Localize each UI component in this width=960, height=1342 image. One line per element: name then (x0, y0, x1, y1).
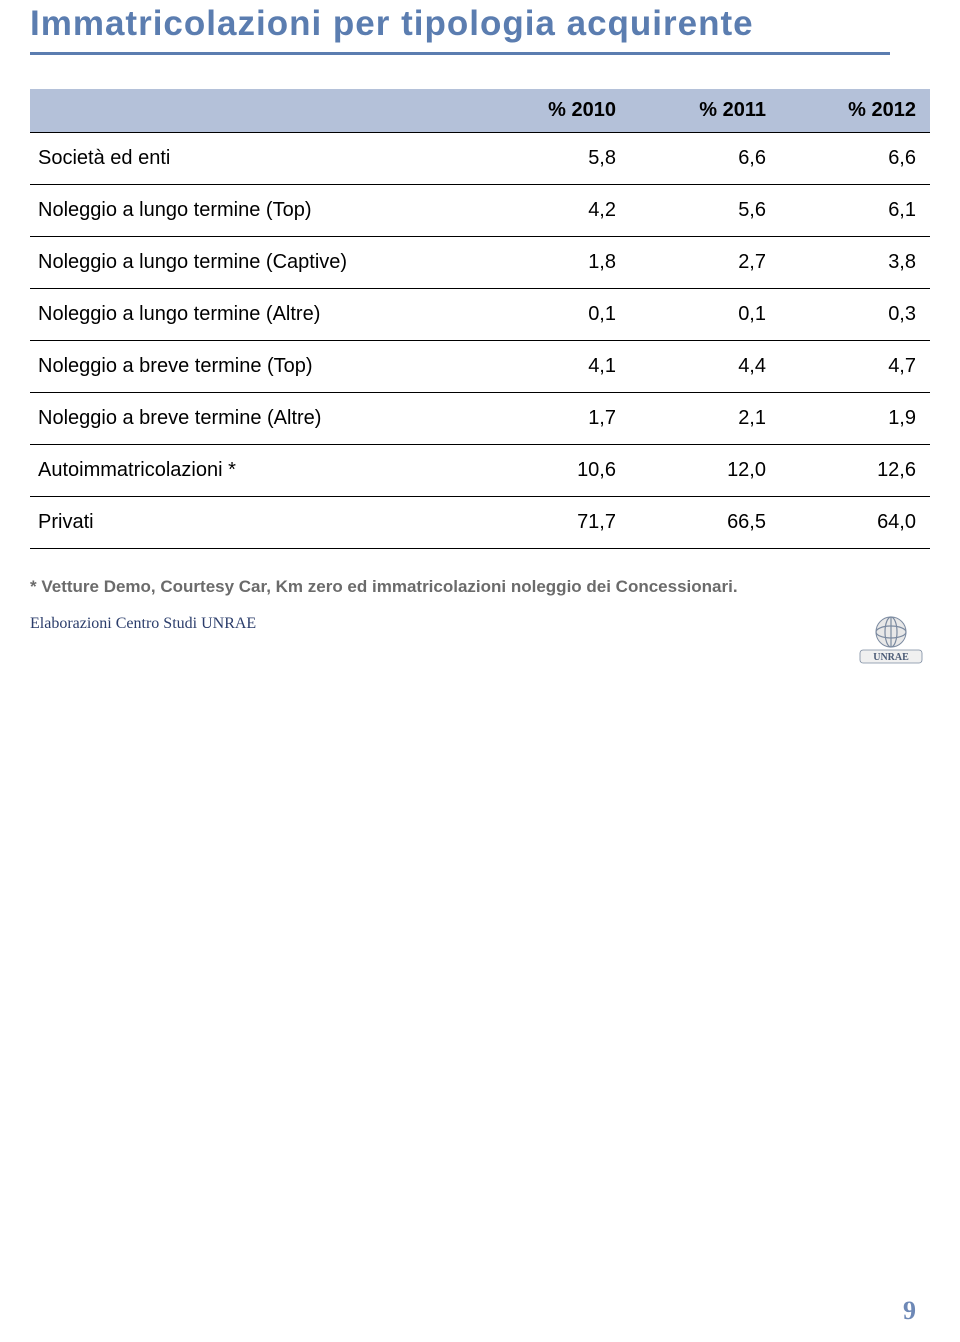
page-title: Immatricolazioni per tipologia acquirent… (30, 0, 930, 44)
cell: 0,1 (480, 289, 630, 341)
row-label: Autoimmatricolazioni * (30, 445, 480, 497)
table-row: Privati 71,7 66,5 64,0 (30, 497, 930, 549)
cell: 3,8 (780, 237, 930, 289)
row-label: Noleggio a lungo termine (Captive) (30, 237, 480, 289)
cell: 2,7 (630, 237, 780, 289)
row-label: Noleggio a lungo termine (Top) (30, 185, 480, 237)
cell: 12,6 (780, 445, 930, 497)
cell: 64,0 (780, 497, 930, 549)
cell: 1,7 (480, 393, 630, 445)
table-row: Noleggio a lungo termine (Top) 4,2 5,6 6… (30, 185, 930, 237)
col-header: % 2011 (630, 89, 780, 133)
table-row: Noleggio a breve termine (Top) 4,1 4,4 4… (30, 341, 930, 393)
row-label: Noleggio a lungo termine (Altre) (30, 289, 480, 341)
data-table: % 2010 % 2011 % 2012 Società ed enti 5,8… (30, 89, 930, 549)
page-number: 9 (903, 1296, 916, 1326)
table-row: Autoimmatricolazioni * 10,6 12,0 12,6 (30, 445, 930, 497)
col-header (30, 89, 480, 133)
table-row: Società ed enti 5,8 6,6 6,6 (30, 133, 930, 185)
cell: 2,1 (630, 393, 780, 445)
title-underline (30, 52, 890, 55)
table-header-row: % 2010 % 2011 % 2012 (30, 89, 930, 133)
unrae-logo: UNRAE (856, 614, 926, 664)
col-header: % 2010 (480, 89, 630, 133)
cell: 66,5 (630, 497, 780, 549)
cell: 10,6 (480, 445, 630, 497)
cell: 71,7 (480, 497, 630, 549)
table-row: Noleggio a lungo termine (Altre) 0,1 0,1… (30, 289, 930, 341)
cell: 1,8 (480, 237, 630, 289)
cell: 0,3 (780, 289, 930, 341)
row-label: Noleggio a breve termine (Altre) (30, 393, 480, 445)
table-row: Noleggio a lungo termine (Captive) 1,8 2… (30, 237, 930, 289)
row-label: Società ed enti (30, 133, 480, 185)
cell: 4,1 (480, 341, 630, 393)
table-row: Noleggio a breve termine (Altre) 1,7 2,1… (30, 393, 930, 445)
footnote: * Vetture Demo, Courtesy Car, Km zero ed… (30, 577, 930, 597)
cell: 5,6 (630, 185, 780, 237)
cell: 1,9 (780, 393, 930, 445)
cell: 0,1 (630, 289, 780, 341)
cell: 12,0 (630, 445, 780, 497)
cell: 6,6 (630, 133, 780, 185)
cell: 4,7 (780, 341, 930, 393)
elaboration-credit: Elaborazioni Centro Studi UNRAE (30, 615, 930, 633)
logo-text: UNRAE (873, 652, 909, 663)
cell: 4,4 (630, 341, 780, 393)
row-label: Noleggio a breve termine (Top) (30, 341, 480, 393)
cell: 6,1 (780, 185, 930, 237)
col-header: % 2012 (780, 89, 930, 133)
cell: 4,2 (480, 185, 630, 237)
row-label: Privati (30, 497, 480, 549)
cell: 6,6 (780, 133, 930, 185)
cell: 5,8 (480, 133, 630, 185)
